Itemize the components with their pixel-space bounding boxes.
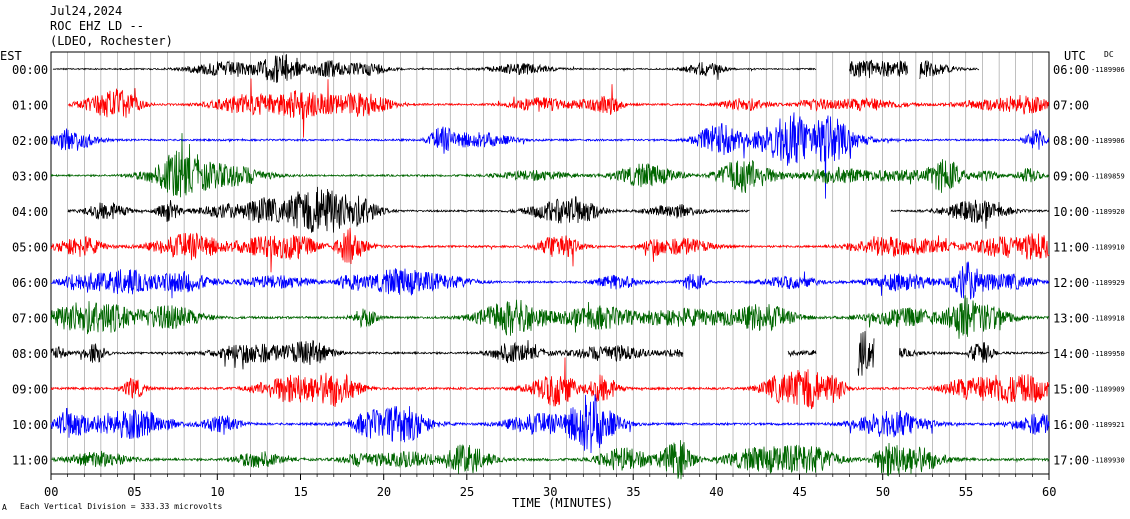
x-tick-label: 30 [543, 485, 557, 499]
dc-offset-label: -1189918 [1091, 315, 1125, 323]
dc-offset-label: -1189921 [1091, 421, 1125, 429]
trace-0000 [52, 53, 980, 83]
x-tick-label: 60 [1042, 485, 1056, 499]
est-label: 10:00 [12, 418, 48, 432]
x-tick-label: 25 [460, 485, 474, 499]
x-tick-label: 40 [709, 485, 723, 499]
est-axis-label: EST [0, 49, 22, 63]
trace-0500 [50, 227, 1050, 273]
dc-offset-label: -1189859 [1091, 173, 1125, 181]
dc-offset-label: -1189929 [1091, 279, 1125, 287]
trace-0900 [50, 357, 1050, 410]
utc-label: 09:00 [1053, 170, 1089, 184]
utc-label: 08:00 [1053, 134, 1089, 148]
scale-note: Each Vertical Division = 333.33 microvol… [20, 502, 223, 511]
est-label: 04:00 [12, 205, 48, 219]
x-tick-label: 05 [127, 485, 141, 499]
dc-offset-label: -1189950 [1091, 350, 1125, 358]
trace-1100 [50, 440, 1050, 480]
trace-0400 [67, 186, 1050, 233]
est-label: 02:00 [12, 134, 48, 148]
utc-label: 12:00 [1053, 276, 1089, 290]
trace-0800 [50, 331, 1050, 376]
utc-label: 13:00 [1053, 312, 1089, 326]
est-label: 08:00 [12, 347, 48, 361]
utc-label: 07:00 [1053, 99, 1089, 113]
utc-label: 10:00 [1053, 205, 1089, 219]
utc-label: 17:00 [1053, 454, 1089, 468]
utc-label: 06:00 [1053, 63, 1089, 77]
x-tick-label: 20 [377, 485, 391, 499]
trace-1000 [50, 394, 1050, 454]
x-tick-label: 15 [294, 485, 308, 499]
dc-label: DC [1104, 50, 1114, 59]
trace-0300 [50, 133, 1050, 198]
x-tick-label: 00 [44, 485, 58, 499]
dc-offset-label: -1189910 [1091, 244, 1125, 252]
utc-axis-label: UTC [1064, 49, 1086, 63]
utc-label: 16:00 [1053, 418, 1089, 432]
est-label: 01:00 [12, 99, 48, 113]
est-label: 07:00 [12, 312, 48, 326]
x-tick-label: 55 [959, 485, 973, 499]
est-label: 11:00 [12, 454, 48, 468]
x-tick-label: 10 [210, 485, 224, 499]
dc-offset-label: -1189920 [1091, 208, 1125, 216]
est-label: 03:00 [12, 170, 48, 184]
x-tick-label: 45 [793, 485, 807, 499]
utc-label: 15:00 [1053, 383, 1089, 397]
trace-0200 [50, 112, 1050, 199]
date-label: Jul24,2024 [50, 4, 123, 18]
est-label: 05:00 [12, 241, 48, 255]
dc-offset-label: -1189909 [1091, 386, 1125, 394]
x-tick-label: 35 [626, 485, 640, 499]
x-tick-label: 50 [876, 485, 890, 499]
dc-offset-label: -1189906 [1091, 137, 1125, 145]
x-axis-title: TIME (MINUTES) [512, 496, 614, 510]
est-label: 06:00 [12, 276, 48, 290]
station-label: ROC EHZ LD -- [50, 19, 144, 33]
utc-label: 11:00 [1053, 241, 1089, 255]
dc-offset-label: -1189906 [1091, 66, 1125, 74]
trace-0600 [50, 261, 1050, 300]
trace-0700 [50, 295, 1050, 339]
est-label: 00:00 [12, 63, 48, 77]
est-label: 09:00 [12, 383, 48, 397]
trace-0100 [67, 78, 1050, 138]
corner-mark: A [2, 503, 7, 512]
network-label: (LDEO, Rochester) [50, 34, 173, 48]
utc-label: 14:00 [1053, 347, 1089, 361]
dc-offset-label: -1189930 [1091, 457, 1125, 465]
